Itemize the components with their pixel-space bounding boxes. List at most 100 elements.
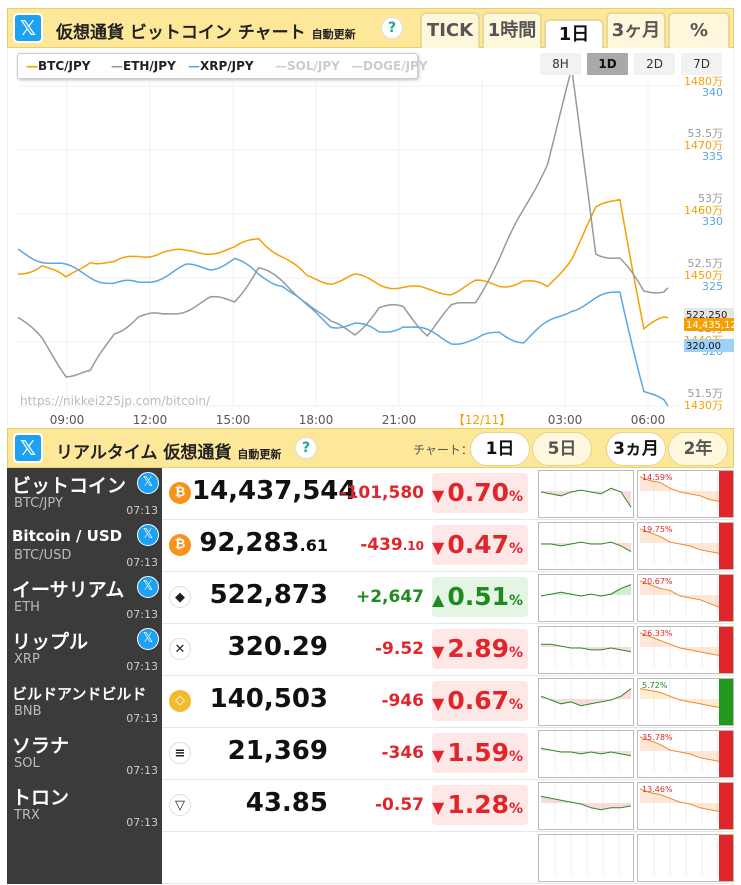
coin-row[interactable]: ビットコイン BTC/JPY 07:13 𝕏 ₿ 14,437,544 -101,580 ▼ 0… — [7, 468, 734, 520]
legend-entry[interactable]: —BTC/JPY — [26, 59, 90, 73]
price-decimal: .61 — [299, 536, 328, 555]
day-mini-chart[interactable] — [538, 678, 634, 726]
percent-sign: % — [509, 697, 524, 713]
day-mini-chart[interactable] — [538, 574, 634, 622]
coin-price: 140,503 — [209, 684, 328, 714]
mini-chart[interactable]: 19.75% — [638, 523, 733, 569]
day-mini-chart[interactable] — [538, 470, 634, 518]
mini-chart[interactable] — [539, 575, 634, 621]
chart-header: 𝕏 仮想通貨 ビットコイン チャート 自動更新 ? TICK 1時間 1日 3ヶ月% — [7, 8, 734, 49]
coin-price: 522,873 — [209, 580, 328, 610]
day-mini-chart[interactable] — [538, 834, 634, 882]
coin-row[interactable]: ビルドアンドビルド BNB 07:13 ◇ 140,503 -946 ▼ 0.67% 5.72% — [7, 676, 734, 728]
coin-row[interactable]: ソラナ SOL 07:13 ≡ 21,369 -346 ▼ 1.59% 35.78% — [7, 728, 734, 780]
help-icon[interactable]: ? — [295, 437, 317, 459]
period-tab[interactable]: TICK — [420, 12, 480, 48]
x-share-icon[interactable]: 𝕏 — [13, 13, 43, 43]
current-btc-value: 14,435,120 — [686, 320, 735, 331]
mini-chart[interactable] — [539, 471, 634, 517]
chart-range-tab[interactable]: 1日 — [470, 432, 530, 466]
mini-chart-label: 35.78% — [642, 733, 673, 742]
mini-chart[interactable] — [539, 679, 634, 725]
legend-entry[interactable]: —ETH/JPY — [111, 59, 176, 73]
mini-chart[interactable] — [539, 627, 634, 673]
threemonth-mini-chart[interactable]: 19.75% — [637, 522, 734, 570]
mini-chart[interactable]: 5.72% — [638, 679, 733, 725]
x-share-icon[interactable]: 𝕏 — [13, 433, 43, 463]
coin-name-cell: トロン TRX 07:13 — [7, 780, 162, 832]
coin-name-cell: Bitcoin / USD BTC/USD 07:13 𝕏 — [7, 520, 162, 572]
percent-value: 0.51 — [447, 582, 509, 611]
coin-time: 07:13 — [126, 504, 158, 517]
period-tab[interactable]: % — [668, 12, 730, 48]
chart-range-tab[interactable]: 3ヵ月 — [606, 432, 666, 466]
legend-entry[interactable]: —XRP/JPY — [188, 59, 254, 73]
mini-chart[interactable]: 26.33% — [638, 627, 733, 673]
coin-time: 07:13 — [126, 608, 158, 621]
x-share-icon[interactable]: 𝕏 — [137, 628, 159, 650]
mini-chart[interactable] — [539, 523, 634, 569]
coin-name: ビルドアンドビルド — [12, 685, 147, 703]
period-tab[interactable]: 1時間 — [482, 12, 542, 48]
btc-axis-label: 1480万 — [684, 75, 723, 88]
x-share-icon[interactable]: 𝕏 — [137, 472, 159, 494]
coin-row[interactable]: イーサリアム ETH 07:13 𝕏 ◆ 522,873 +2,647 ▲ 0.51% 20.67… — [7, 572, 734, 624]
legend-entry[interactable]: —DOGE/JPY — [351, 59, 428, 73]
chart-label: チャート： — [413, 443, 473, 457]
mini-chart[interactable] — [539, 731, 634, 777]
scale-bar — [719, 471, 733, 517]
coin-symbol: BTC/JPY — [14, 496, 63, 511]
mini-chart[interactable] — [539, 835, 634, 881]
current-tag — [684, 308, 734, 321]
down-arrow-icon: ▼ — [432, 538, 445, 557]
range-button[interactable]: 2D — [634, 53, 675, 75]
x-share-icon[interactable]: 𝕏 — [137, 576, 159, 598]
btc-axis-label: 1470万 — [684, 139, 723, 152]
mini-chart[interactable]: 14.59% — [638, 471, 733, 517]
day-mini-chart[interactable] — [538, 522, 634, 570]
threemonth-mini-chart[interactable] — [637, 834, 734, 882]
current-tag — [684, 318, 734, 331]
day-mini-chart[interactable] — [538, 626, 634, 674]
coin-row[interactable]: トロン TRX 07:13 ▽ 43.85 -0.57 ▼ 1.28% 13.46% — [7, 780, 734, 832]
range-button[interactable]: 7D — [681, 53, 722, 75]
mini-chart[interactable]: 20.67% — [638, 575, 733, 621]
scale-bar — [719, 783, 733, 829]
coin-change: +2,647 — [355, 587, 424, 607]
range-button[interactable]: 8H — [540, 53, 581, 75]
eth-axis-label: 53万 — [698, 192, 723, 205]
down-arrow-icon: ▼ — [432, 694, 445, 713]
coin-change: -0.57 — [375, 795, 424, 815]
threemonth-mini-chart[interactable]: 20.67% — [637, 574, 734, 622]
range-button[interactable]: 1D — [587, 53, 628, 75]
coin-row[interactable]: リップル XRP 07:13 𝕏 ✕ 320.29 -9.52 ▼ 2.89% 26.33% — [7, 624, 734, 676]
mini-chart[interactable] — [539, 783, 634, 829]
scale-bar — [719, 627, 733, 673]
coin-row[interactable]: Bitcoin / USD BTC/USD 07:13 𝕏 ₿ 92,283.61 -439… — [7, 520, 734, 572]
legend-entry[interactable]: —SOL/JPY — [275, 59, 340, 73]
threemonth-mini-chart[interactable]: 5.72% — [637, 678, 734, 726]
chart-range-tab[interactable]: 5日 — [532, 432, 592, 466]
threemonth-mini-chart[interactable]: 13.46% — [637, 782, 734, 830]
mini-chart[interactable]: 13.46% — [638, 783, 733, 829]
period-tab[interactable]: 3ヶ月 — [606, 12, 666, 48]
threemonth-mini-chart[interactable]: 35.78% — [637, 730, 734, 778]
threemonth-mini-chart[interactable]: 26.33% — [637, 626, 734, 674]
mini-chart[interactable]: 35.78% — [638, 731, 733, 777]
day-mini-chart[interactable] — [538, 782, 634, 830]
period-tab[interactable]: 1日 — [544, 19, 604, 49]
series-line-btc-jpy — [17, 198, 669, 331]
coin-time: 07:13 — [126, 816, 158, 829]
legend-swatch: — — [188, 59, 200, 73]
realtime-title: リアルタイム 仮想通貨 自動更新 — [56, 443, 282, 463]
coin-symbol: BNB — [14, 704, 42, 719]
help-icon[interactable]: ? — [381, 17, 403, 39]
percent-sign: % — [509, 593, 524, 609]
chart-range-tab[interactable]: 2年 — [668, 432, 728, 466]
btc-axis-label: 1430万 — [684, 399, 723, 412]
coin-row[interactable] — [7, 832, 734, 884]
watermark: https://nikkei225jp.com/bitcoin/ — [20, 394, 211, 408]
day-mini-chart[interactable] — [538, 730, 634, 778]
threemonth-mini-chart[interactable]: 14.59% — [637, 470, 734, 518]
x-share-icon[interactable]: 𝕏 — [137, 524, 159, 546]
